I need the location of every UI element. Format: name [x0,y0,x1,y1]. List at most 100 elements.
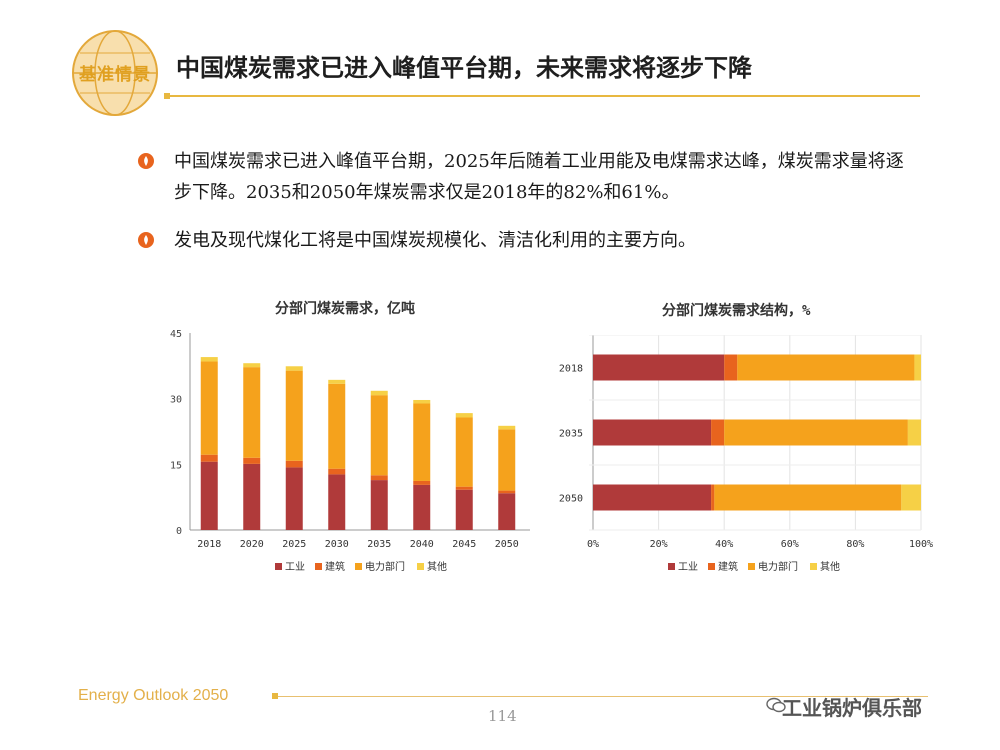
legend-swatch [668,563,675,570]
y-tick-label: 2050 [559,494,583,505]
legend-swatch [315,563,322,570]
bar-segment [498,493,516,530]
bar-segment [413,484,431,530]
right-stacked-horizontal-bar-chart: 0% 20% 40% 60% 80% 100% 2018 2035 2050 工业 建筑 电力部门 其他 [559,335,933,573]
x-tick-label: 2050 [495,539,519,550]
bar-segment [200,461,218,530]
x-tick-label: 20% [650,539,668,550]
bar-segment [907,419,921,446]
page-number: 114 [488,707,517,725]
bar-segment [711,484,715,511]
watermark: 工业锅炉俱乐部 [782,696,922,720]
chart-title-left: 分部门煤炭需求，亿吨 [275,301,415,317]
footer-divider [278,696,928,697]
chart-title-right: 分部门煤炭需求结构，% [662,303,811,319]
y-tick-label: 2018 [559,364,583,375]
bullet-text: 发电及现代煤化工将是中国煤炭规模化、清洁化利用的主要方向。 [174,230,696,251]
bar-segment [498,490,516,494]
flame-bullet-icon [138,153,154,169]
x-tick-label: 40% [715,539,733,550]
legend-swatch [417,563,424,570]
x-tick-label: 2040 [410,539,434,550]
bar-segment [328,474,346,530]
legend-label: 其他 [427,560,447,573]
legend-swatch [748,563,755,570]
bar-segment [370,390,388,396]
legend-swatch [708,563,715,570]
x-tick-label: 2035 [367,539,391,550]
footer-title: Energy Outlook 2050 [78,687,229,704]
globe-icon [72,30,158,116]
bar-segment [200,361,218,455]
bar-segment [285,366,303,371]
page-title: 中国煤炭需求已进入峰值平台期，未来需求将逐步下降 [176,54,752,82]
legend-swatch [275,563,282,570]
bar-segment [413,480,431,485]
bar-segment [328,383,346,469]
legend-swatch [810,563,817,570]
x-tick-label: 2020 [240,539,264,550]
bar-segment [328,468,346,475]
y-tick-label: 0 [176,526,182,537]
bar-segment [724,419,908,446]
x-tick-label: 2030 [325,539,349,550]
x-tick-label: 2018 [197,539,221,550]
bar-segment [455,486,473,490]
bar-segment [413,403,431,481]
bar-segment [724,354,738,381]
bar-segment [200,357,218,362]
bar-segment [498,425,516,430]
bar-segment [328,379,346,384]
legend-swatch [355,563,362,570]
footer-divider-dot [272,693,278,699]
logo: 基准情景 [70,28,160,118]
bar-segment [200,454,218,462]
legend-label: 工业 [285,561,305,573]
bullet-item: 中国煤炭需求已进入峰值平台期，2025年后随着工业用能及电煤需求达峰，煤炭需求量… [138,146,918,208]
bar-segment [593,419,712,446]
legend-label: 电力部门 [758,560,798,573]
legend-label: 建筑 [718,560,738,573]
y-tick-label: 15 [170,460,182,471]
bar-segment [413,399,431,404]
bar-segment [914,354,921,381]
y-tick-label: 30 [170,395,182,406]
flame-bullet-icon [138,232,154,248]
legend-label: 电力部门 [365,560,405,573]
x-tick-label: 100% [909,539,933,550]
logo-text: 基准情景 [79,65,151,85]
legend-label: 建筑 [325,560,345,573]
x-tick-label: 60% [781,539,799,550]
bar-segment [714,484,902,511]
bar-segment [285,467,303,530]
bar-segment [711,419,725,446]
bar-segment [243,457,261,464]
bar-segment [243,367,261,458]
bar-segment [455,417,473,487]
bar-segment [285,460,303,468]
legend-label: 其他 [820,560,840,573]
bar-segment [243,363,261,368]
y-tick-label: 2035 [559,429,583,440]
bar-segment [901,484,921,511]
bar-segment [370,480,388,530]
legend-label: 工业 [678,561,698,573]
bar-segment [455,413,473,418]
bullet-text: 中国煤炭需求已进入峰值平台期，2025年后随着工业用能及电煤需求达峰，煤炭需求量… [174,151,904,203]
bar-segment [455,489,473,530]
bar-segment [285,370,303,461]
bar-segment [593,484,712,511]
title-divider [168,95,920,97]
bar-segment [370,475,388,481]
bar-segment [370,395,388,476]
bullet-item: 发电及现代煤化工将是中国煤炭规模化、清洁化利用的主要方向。 [138,225,918,256]
x-tick-label: 2045 [452,539,476,550]
bar-segment [243,463,261,530]
bar-segment [498,429,516,491]
bar-segment [593,354,725,381]
bar-segment [737,354,915,381]
x-tick-label: 0% [587,539,599,550]
y-tick-label: 45 [170,329,182,340]
x-tick-label: 2025 [282,539,306,550]
title-divider-dot [164,93,170,99]
